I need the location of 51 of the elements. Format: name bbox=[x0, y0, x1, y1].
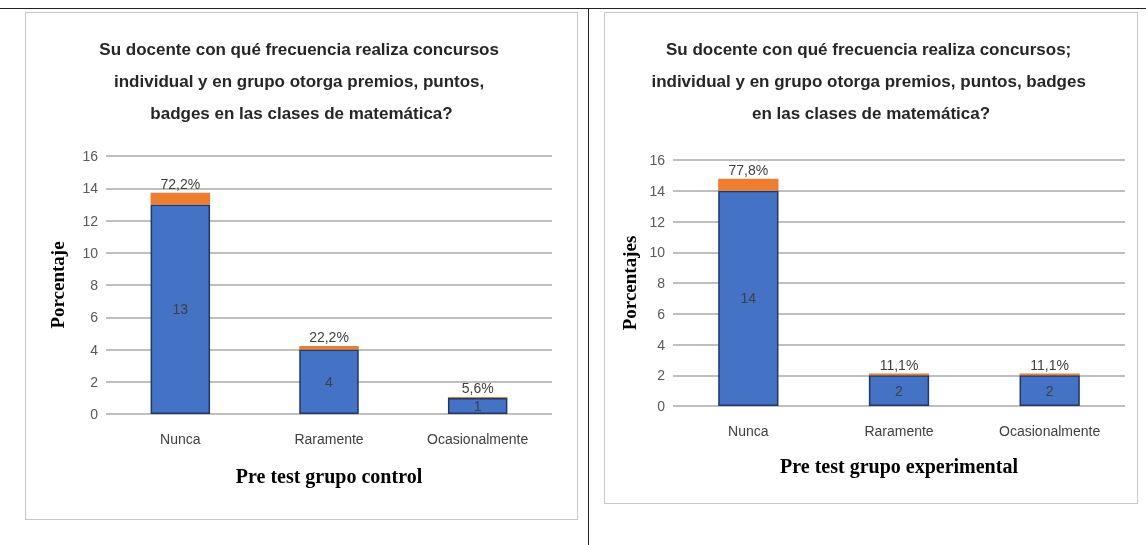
x-tick-label: Nunca bbox=[160, 431, 201, 447]
x-axis-title: Pre test grupo control bbox=[235, 465, 423, 488]
data-label: 14 bbox=[740, 290, 757, 307]
x-tick-label: Ocasionalmente bbox=[427, 431, 529, 447]
y-tick-label: 2 bbox=[657, 367, 666, 384]
x-tick-label: Nunca bbox=[728, 423, 769, 439]
y-tick-label: 4 bbox=[90, 341, 99, 358]
data-label: 77,8% bbox=[728, 161, 769, 178]
bar bbox=[447, 397, 508, 414]
bar bbox=[1019, 375, 1080, 406]
y-tick-label: 4 bbox=[657, 336, 666, 353]
bar bbox=[299, 349, 359, 414]
x-tick-label: Ocasionalmente bbox=[999, 423, 1101, 439]
y-tick-label: 6 bbox=[90, 309, 99, 326]
y-tick-label: 0 bbox=[90, 406, 99, 422]
y-tick-label: 12 bbox=[82, 212, 99, 229]
y-tick-label: 14 bbox=[649, 182, 666, 199]
y-tick-label: 8 bbox=[90, 277, 99, 293]
data-label: 1 bbox=[473, 397, 482, 414]
data-label: 11,1% bbox=[1030, 356, 1069, 373]
data-label: 72,2% bbox=[160, 175, 201, 192]
x-tick-label: Raramente bbox=[294, 431, 364, 447]
chart-title: Su docente con qué frecuencia realiza concursos individual y en grupo otorga premios, puntos, badges en las clases de matemática? bbox=[99, 39, 504, 123]
y-tick-label: 16 bbox=[649, 152, 666, 168]
data-label: 22,2% bbox=[309, 328, 349, 345]
y-tick-label: 10 bbox=[82, 244, 99, 261]
bar bbox=[150, 192, 211, 205]
data-label: 11,1% bbox=[879, 356, 919, 373]
bar bbox=[718, 178, 779, 191]
bar bbox=[718, 190, 779, 406]
y-tick-label: 6 bbox=[657, 305, 666, 322]
data-label: 13 bbox=[172, 301, 189, 318]
y-tick-label: 0 bbox=[657, 398, 666, 414]
data-label: 2 bbox=[1045, 382, 1054, 399]
bar bbox=[150, 204, 211, 414]
y-tick-label: 12 bbox=[649, 213, 666, 230]
data-label: 5,6% bbox=[461, 379, 494, 396]
y-axis-title: Porcentajes bbox=[618, 235, 640, 331]
y-axis-title: Porcentaje bbox=[47, 241, 68, 329]
bar bbox=[299, 345, 359, 350]
y-tick-label: 14 bbox=[82, 180, 99, 197]
data-label: 4 bbox=[325, 373, 334, 390]
chart-title: Su docente con qué frecuencia realiza concursos; individual y en grupo otorga premios, puntos, badges en las clases de matemática? bbox=[651, 39, 1091, 123]
y-tick-label: 16 bbox=[82, 148, 99, 164]
y-tick-label: 10 bbox=[649, 244, 666, 261]
x-axis-title: Pre test grupo experimental bbox=[780, 455, 1019, 478]
bar bbox=[868, 375, 930, 406]
data-label: 2 bbox=[895, 382, 904, 399]
y-tick-label: 2 bbox=[90, 373, 99, 390]
x-tick-label: Raramente bbox=[864, 423, 934, 439]
y-tick-label: 8 bbox=[657, 275, 666, 291]
